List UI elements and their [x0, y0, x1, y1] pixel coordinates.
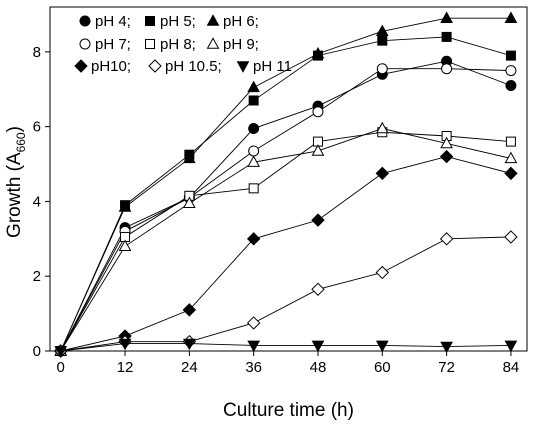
- y-tick-label: 4: [33, 193, 41, 210]
- data-point-pH11: [247, 340, 261, 353]
- x-tick-label: 24: [181, 359, 198, 376]
- data-point-pH9: [440, 136, 453, 149]
- legend-marker-pH10: [74, 59, 88, 73]
- data-point-pH4: [505, 80, 517, 92]
- y-tick-label: 6: [33, 119, 41, 136]
- x-tick-label: 48: [310, 359, 327, 376]
- data-point-pH11: [440, 341, 453, 354]
- series-line-pH10: [60, 156, 512, 352]
- data-point-pH7: [376, 63, 388, 75]
- data-point-pH10_5: [504, 230, 518, 244]
- data-point-pH11: [183, 338, 196, 351]
- data-point-pH8: [248, 183, 259, 194]
- data-point-pH5: [248, 95, 259, 106]
- x-tick-label: 60: [374, 359, 391, 376]
- series-line-pH10_5: [60, 236, 511, 352]
- data-point-pH7: [248, 145, 260, 157]
- x-axis-label: Culture time (h): [223, 400, 354, 421]
- series-line-pH9: [60, 128, 512, 352]
- y-tick-label: 8: [33, 44, 41, 61]
- data-point-pH6: [247, 80, 261, 93]
- series-line-pH6: [60, 17, 511, 352]
- data-point-pH10_5: [439, 232, 454, 246]
- legend-label-pH6: pH 6;: [223, 13, 259, 30]
- y-axis-label: Growth (A660): [4, 126, 28, 238]
- data-point-pH9: [504, 151, 518, 164]
- legend-label-pH4: pH 4;: [95, 13, 131, 30]
- data-point-pH11: [375, 340, 389, 353]
- data-point-pH11: [118, 338, 132, 351]
- data-point-pH6: [183, 151, 196, 164]
- legend-marker-pH10_5: [148, 59, 162, 73]
- data-point-pH10: [375, 166, 389, 181]
- data-point-pH6: [118, 200, 132, 212]
- legend-marker-pH9: [206, 37, 220, 49]
- data-point-pH9: [375, 121, 389, 134]
- legend-label-pH8: pH 8;: [160, 36, 196, 53]
- data-point-pH7: [441, 63, 453, 75]
- legend-marker-pH11: [236, 61, 250, 73]
- data-point-pH6: [311, 46, 325, 59]
- y-tick-label: 2: [33, 268, 41, 285]
- series-line-pH7: [60, 68, 511, 352]
- legend-marker-pH8: [145, 39, 155, 49]
- series-lines: [60, 17, 512, 352]
- series-line-pH4: [60, 60, 512, 352]
- data-point-pH5: [441, 31, 452, 42]
- data-point-pH5: [377, 35, 388, 46]
- data-point-pH10_5: [375, 265, 389, 280]
- legend-marker-pH7: [79, 38, 91, 50]
- data-point-pH11: [504, 340, 518, 353]
- data-point-pH9: [247, 155, 261, 167]
- legend-label-pH7: pH 7;: [95, 36, 131, 53]
- data-point-pH10_5: [246, 316, 261, 330]
- data-point-pH9: [183, 196, 196, 209]
- x-tick-label: 72: [438, 359, 455, 376]
- x-tick-label: 0: [57, 359, 65, 376]
- data-point-pH10: [504, 166, 518, 181]
- legend-label-pH5: pH 5;: [160, 13, 196, 30]
- legend-label-pH11: pH 11: [253, 58, 292, 75]
- series-line-pH5: [60, 36, 512, 352]
- series-line-pH11: [60, 343, 511, 352]
- data-point-pH6: [440, 11, 453, 23]
- data-point-pH6: [375, 24, 389, 37]
- legend-label-pH10: pH10;: [91, 58, 131, 75]
- y-axis-label-close: ): [4, 126, 25, 132]
- data-point-pH7: [312, 106, 324, 118]
- x-tick-label: 36: [245, 359, 262, 376]
- series-line-pH8: [60, 131, 511, 352]
- data-point-pH10: [311, 213, 325, 227]
- data-point-pH5: [505, 50, 516, 61]
- data-point-pH4: [248, 123, 260, 135]
- series-markers: [54, 11, 518, 358]
- legend-marker-pH5: [145, 16, 155, 26]
- legend: pH 4; pH 5; pH 6; pH 7; pH 8; pH 9; pH10; pH 10…: [74, 13, 292, 75]
- legend-marker-pH4: [79, 15, 91, 27]
- data-point-pH7: [505, 65, 517, 77]
- data-point-pH11: [311, 340, 325, 353]
- y-axis-label-main: Growth (A: [4, 152, 25, 238]
- x-axis: 0 12 24 36 48 60 72 84: [57, 351, 520, 376]
- data-point-pH8: [505, 136, 516, 147]
- x-tick-label: 84: [503, 359, 520, 376]
- x-tick-label: 12: [117, 359, 134, 376]
- y-axis-label-subscript: 660: [14, 132, 28, 152]
- y-tick-label: 0: [33, 343, 41, 360]
- data-point-pH6: [504, 11, 518, 23]
- data-point-pH9: [118, 239, 132, 252]
- y-axis: 0 2 4 6 8: [33, 44, 50, 360]
- legend-label-pH9: pH 9;: [223, 36, 259, 53]
- data-point-pH9: [311, 144, 325, 156]
- plot-frame: [49, 6, 528, 352]
- data-point-pH10: [182, 303, 197, 317]
- legend-label-pH10_5: pH 10.5;: [165, 58, 222, 75]
- data-point-pH10_5: [311, 282, 325, 297]
- data-point-pH10: [246, 232, 261, 246]
- legend-marker-pH6: [206, 14, 220, 26]
- data-point-pH10: [439, 149, 454, 164]
